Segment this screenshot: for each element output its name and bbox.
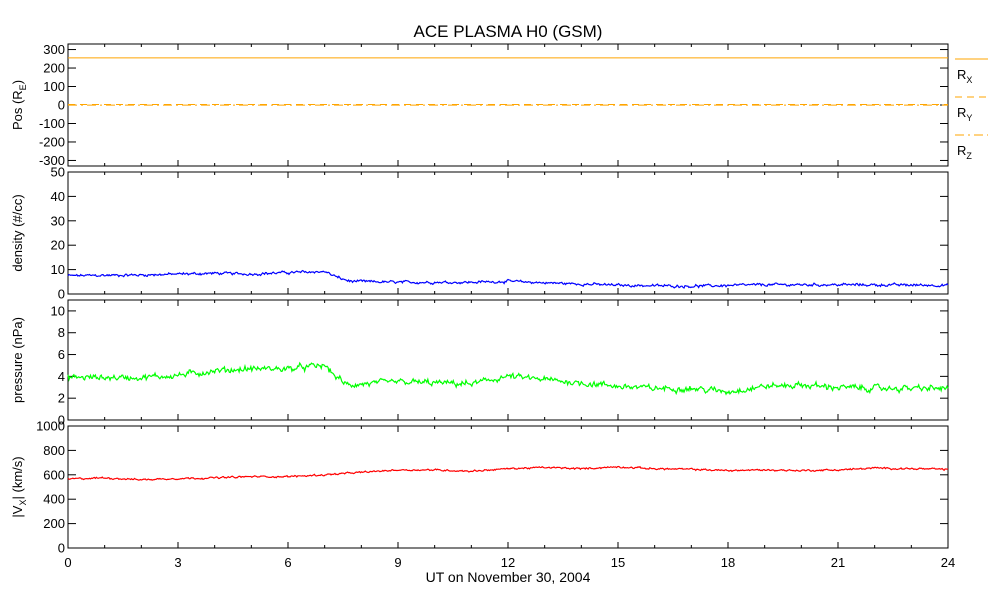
y-tick-label: 300 <box>43 42 65 57</box>
x-tick-label: 15 <box>611 555 625 570</box>
y-axis-label-part: |V <box>10 505 25 517</box>
y-tick-label: 0 <box>58 541 65 556</box>
y-tick-label: 10 <box>51 303 65 318</box>
x-tick-label: 21 <box>831 555 845 570</box>
panel-density: 50 40 30 20 10 0 density (#/cc) <box>10 165 949 302</box>
y-axis-label-part: Pos (R <box>10 90 25 130</box>
y-tick-label: -100 <box>39 116 65 131</box>
y-tick-label: 4 <box>58 369 65 384</box>
y-tick-label: 10 <box>51 262 65 277</box>
y-axis-label-part: | (km/s) <box>10 456 25 499</box>
y-axis-label: Pos (RE) <box>10 80 28 130</box>
legend-label-main: R <box>957 67 966 82</box>
series-line-pressure <box>67 361 949 396</box>
y-tick-label: 100 <box>43 79 65 94</box>
x-tick-label: 24 <box>941 555 955 570</box>
y-axis-label: |VX| (km/s) <box>10 456 28 517</box>
legend-label-subscript: X <box>966 75 972 85</box>
legend-label-subscript: Z <box>966 151 972 161</box>
chart-title: ACE PLASMA H0 (GSM) <box>414 22 603 41</box>
panel-pressure: 10 8 6 4 2 0 pressure (nPa) <box>10 299 949 428</box>
series-line-velocity <box>67 465 949 481</box>
y-axis-label-subscript: E <box>18 84 28 90</box>
y-tick-label: 6 <box>58 347 65 362</box>
y-tick-label: 50 <box>51 165 65 180</box>
x-tick-label: 6 <box>284 555 291 570</box>
x-tick-label: 18 <box>721 555 735 570</box>
y-axis-label-part: ) <box>10 80 25 84</box>
y-axis-label: pressure (nPa) <box>10 317 25 403</box>
panel-velocity: 1000 800 600 400 200 0 |VX| (km/s) <box>10 419 949 556</box>
panel-frame <box>67 425 949 549</box>
legend-label-R_Y: RY <box>957 105 972 123</box>
y-tick-label: 0 <box>58 413 65 428</box>
x-tick-label: 3 <box>174 555 181 570</box>
y-tick-label: 200 <box>43 61 65 76</box>
y-tick-label: 0 <box>58 287 65 302</box>
x-tick-label: 0 <box>64 555 71 570</box>
y-tick-label: 2 <box>58 391 65 406</box>
y-tick-label: 20 <box>51 238 65 253</box>
x-tick-label: 9 <box>394 555 401 570</box>
y-axis-label: density (#/cc) <box>10 194 25 271</box>
y-tick-label: 600 <box>43 467 65 482</box>
y-tick-label: 400 <box>43 492 65 507</box>
y-tick-label: 200 <box>43 516 65 531</box>
legend-label-main: R <box>957 105 966 120</box>
y-tick-label: -200 <box>39 134 65 149</box>
legend-label-R_Z: RZ <box>957 143 972 161</box>
y-tick-label: 800 <box>43 443 65 458</box>
y-tick-label: 1000 <box>36 419 65 434</box>
legend-label-R_X: RX <box>957 67 972 85</box>
y-tick-label: 30 <box>51 213 65 228</box>
panel-frame <box>67 299 949 421</box>
y-tick-label: 40 <box>51 189 65 204</box>
legend-label-subscript: Y <box>966 113 972 123</box>
y-tick-label: -300 <box>39 153 65 168</box>
x-tick-label: 12 <box>501 555 515 570</box>
y-tick-label: 8 <box>58 325 65 340</box>
panel-frame <box>67 171 949 295</box>
series-line-density <box>67 269 949 289</box>
legend-label-main: R <box>957 143 966 158</box>
x-axis-label: UT on November 30, 2004 <box>426 569 591 585</box>
y-axis-label-subscript: X <box>18 500 28 506</box>
y-tick-label: 0 <box>58 98 65 113</box>
